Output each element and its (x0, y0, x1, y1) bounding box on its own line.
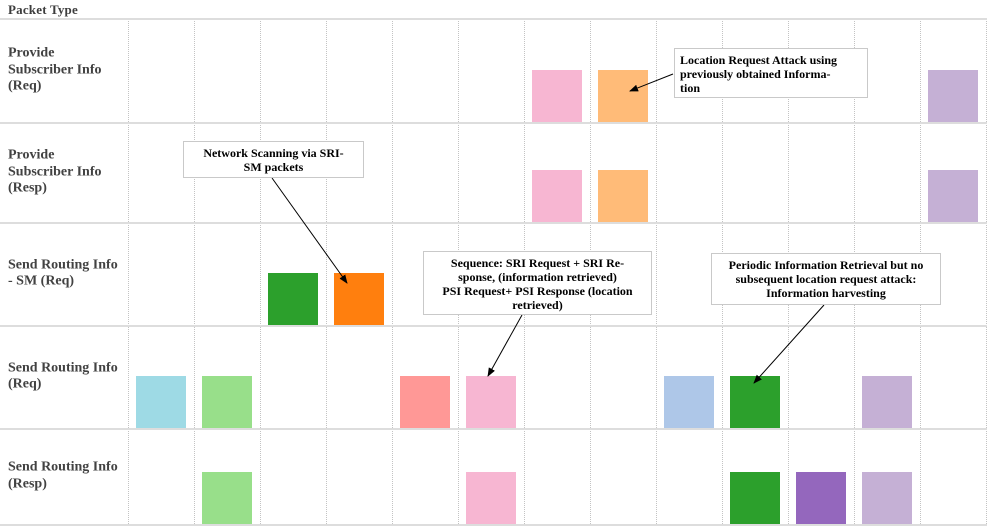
marker-light-green (202, 472, 252, 524)
x-gridline (128, 18, 129, 524)
annotation-line: Network Scanning via SRI- (203, 146, 344, 160)
row-label: Send Routing Info (Req) (8, 360, 118, 393)
marker-light-purple (928, 170, 978, 222)
row-label-line: Send Routing Info (8, 459, 118, 475)
annotation-line: retrieved) (512, 298, 563, 312)
annotation-periodic-information-retrieval: Periodic Information Retrieval but no sub… (711, 253, 941, 305)
row-label-line: (Resp) (8, 476, 47, 491)
marker-light-cyan (136, 376, 186, 428)
annotation-line: SM packets (243, 160, 304, 174)
marker-light-purple (862, 376, 912, 428)
annotation-location-request-attack: Location Request Attack using previously … (674, 48, 868, 98)
marker-purple (796, 472, 846, 524)
marker-light-blue (664, 376, 714, 428)
row-label-line: Provide (8, 147, 55, 163)
row-label-line: Send Routing Info (8, 360, 118, 375)
marker-light-green (202, 376, 252, 428)
annotation-line: tion (680, 81, 701, 95)
row-separator (0, 428, 987, 430)
x-gridline (392, 18, 393, 524)
marker-green (730, 472, 780, 524)
marker-orange (334, 273, 384, 325)
annotation-line: Periodic Information Retrieval but no (728, 258, 924, 272)
x-gridline (194, 18, 195, 524)
marker-green (730, 376, 780, 428)
annotation-line: Sequence: SRI Request + SRI Re- (450, 256, 625, 270)
row-label: Send Routing Info (Resp) (8, 460, 118, 493)
y-axis-title: Packet Type (8, 2, 78, 17)
row-separator (0, 222, 987, 224)
annotation-line: previously obtained Informa- (680, 67, 831, 81)
x-axis-line (0, 524, 987, 526)
row-label-line: (Req) (8, 78, 42, 94)
marker-light-pink (466, 376, 516, 428)
row-label-line: (Resp) (8, 180, 47, 196)
row-separator (0, 325, 987, 327)
annotation-line: subsequent location request attack: (735, 272, 917, 286)
annotation-sri-psi-sequence: Sequence: SRI Request + SRI Re-sponse, (… (423, 251, 652, 315)
annotation-line: Location Request Attack using (680, 53, 838, 67)
marker-light-purple (928, 70, 978, 122)
marker-green (268, 273, 318, 325)
annotation-line: sponse, (information retrieved) (458, 270, 617, 284)
row-label-line: Provide (8, 45, 55, 61)
marker-light-pink (466, 472, 516, 524)
header-rule (0, 18, 987, 20)
x-gridline (656, 18, 657, 524)
marker-light-orange (598, 170, 648, 222)
row-label-line: - SM (Req) (8, 273, 75, 289)
row-label: Provide Subscriber Info (Req) (8, 45, 101, 95)
row-label: Provide Subscriber Info (Resp) (8, 147, 101, 197)
x-gridline (260, 18, 261, 524)
marker-light-pink (532, 70, 582, 122)
row-label-line: Send Routing Info (8, 257, 118, 272)
row-label: Send Routing Info - SM (Req) (8, 257, 118, 290)
annotation-network-scanning: Network Scanning via SRI- SM packets (183, 141, 364, 178)
marker-light-pink (532, 170, 582, 222)
annotation-arrow (753, 304, 825, 384)
annotation-line: PSI Request+ PSI Response (location (442, 284, 633, 298)
annotation-line: Information harvesting (766, 286, 886, 300)
annotation-arrow (271, 177, 348, 284)
row-label-line: (Req) (8, 376, 42, 392)
marker-light-orange (598, 70, 648, 122)
x-gridline (326, 18, 327, 524)
row-separator (0, 122, 987, 124)
row-label-line: Subscriber Info (8, 61, 102, 77)
marker-light-red (400, 376, 450, 428)
row-label-line: Subscriber Info (8, 163, 102, 179)
marker-light-purple (862, 472, 912, 524)
